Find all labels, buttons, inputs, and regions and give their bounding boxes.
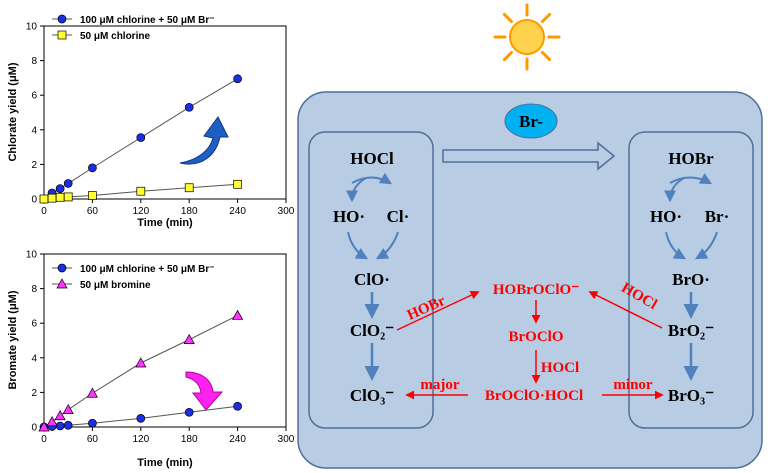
data-point (233, 179, 242, 189)
y-tick-label: 0 (31, 195, 37, 206)
broclo-hocl-label: BrOClO·HOCl (485, 388, 583, 404)
hocl-label: HOCl (350, 149, 394, 168)
plot-area (43, 25, 287, 200)
data-point (39, 194, 49, 204)
legend-marker-triangle (56, 278, 68, 289)
bromate-label: BrO₃⁻ (668, 386, 714, 405)
x-tick-label: 0 (41, 434, 47, 445)
bromate-chart: Bromate yield (μM) Time (min) 100 μM chl… (7, 250, 295, 470)
clo-radical-label: ClO· (354, 270, 390, 289)
legend: 100 μM chlorine + 50 μM Br⁻ 50 μM bromin… (52, 263, 215, 291)
data-point (47, 193, 57, 203)
ho-radical-label: HO· (650, 207, 682, 226)
data-point (88, 418, 97, 428)
x-tick-label: 240 (229, 206, 246, 217)
legend-marker-circle (57, 14, 67, 24)
legend-marker-circle (57, 263, 67, 273)
x-tick-label: 300 (278, 434, 295, 445)
data-point (86, 387, 98, 398)
data-point (55, 184, 65, 193)
data-point (184, 407, 194, 417)
x-tick-label: 120 (132, 434, 149, 445)
data-point (63, 192, 73, 202)
hollow-arrow-icon (442, 141, 616, 171)
legend-entry: 50 μM chlorine (80, 31, 150, 42)
x-tick-label: 120 (132, 206, 149, 217)
data-point (88, 191, 97, 200)
y-tick-label: 6 (31, 91, 37, 102)
minor-label: minor (613, 377, 653, 393)
sun-icon (493, 3, 561, 71)
data-point (136, 414, 146, 423)
scheme-panel (297, 91, 763, 469)
br-radical-label: Br· (705, 207, 730, 226)
x-tick-label: 0 (41, 206, 47, 217)
data-point (136, 133, 146, 142)
chlorine-pathway-box (308, 131, 434, 429)
chlorate-chart: Chlorate yield (μM) Time (min) 100 μM ch… (7, 14, 295, 229)
legend: 100 μM chlorine + 50 μM Br⁻ 50 μM chlori… (52, 14, 215, 42)
data-point (63, 179, 73, 188)
y-tick-label: 8 (31, 56, 37, 67)
y-tick-label: 2 (31, 388, 37, 399)
x-tick-label: 300 (278, 206, 295, 217)
major-label: major (420, 377, 459, 393)
legend-entry: 100 μM chlorine + 50 μM Br⁻ (80, 264, 215, 275)
chlorate-label: ClO₃⁻ (350, 386, 394, 405)
x-tick-label: 180 (181, 434, 198, 445)
data-point (62, 403, 74, 415)
data-point (136, 186, 146, 196)
x-axis-label: Time (min) (137, 457, 193, 469)
y-axis-label: Bromate yield (μM) (7, 290, 19, 389)
data-point (233, 74, 242, 84)
y-tick-label: 2 (31, 160, 37, 171)
data-point (88, 163, 97, 173)
y-tick-label: 0 (31, 423, 37, 434)
data-point (183, 333, 195, 344)
ho-radical-label: HO· (333, 207, 365, 226)
plot-area (43, 253, 287, 428)
data-point (54, 410, 66, 421)
y-tick-label: 4 (31, 125, 37, 136)
hobroclo-label: HOBrOClO⁻ (493, 282, 579, 298)
cl-radical-label: Cl· (387, 207, 410, 226)
data-point (184, 102, 194, 112)
bromine-pathway-box (628, 131, 754, 429)
data-point (38, 421, 50, 432)
data-point (135, 357, 147, 368)
legend-marker-square (57, 30, 67, 40)
x-tick-label: 60 (87, 434, 99, 445)
y-axis-label: Chlorate yield (μM) (7, 62, 19, 161)
bromide-badge (504, 103, 558, 139)
chlorite-label: ClO₂⁻ (350, 321, 394, 340)
y-tick-label: 8 (31, 284, 37, 295)
x-axis-label: Time (min) (137, 217, 193, 229)
down-arrow-icon (185, 371, 224, 411)
bromide-label: Br- (519, 112, 543, 131)
data-point (46, 416, 58, 427)
x-tick-label: 60 (87, 206, 99, 217)
charts-panel: Chlorate yield (μM) Time (min) 100 μM ch… (7, 14, 295, 470)
bro-radical-label: BrO· (672, 270, 710, 289)
y-tick-label: 4 (31, 353, 37, 364)
data-point (184, 183, 194, 193)
y-tick-label: 6 (31, 319, 37, 330)
data-point (233, 401, 242, 411)
data-point (232, 309, 244, 320)
legend-entry: 100 μM chlorine + 50 μM Br⁻ (80, 15, 215, 26)
broclo-label: BrOClO (509, 329, 564, 345)
x-tick-label: 240 (229, 434, 246, 445)
y-tick-label: 10 (26, 22, 38, 33)
bromite-label: BrO₂⁻ (668, 321, 714, 340)
y-tick-label: 10 (26, 250, 38, 261)
hobr-label: HOBr (668, 149, 714, 168)
legend-entry: 50 μM bromine (80, 280, 151, 291)
x-tick-label: 180 (181, 206, 198, 217)
data-point (63, 420, 73, 430)
data-point (55, 192, 65, 202)
up-arrow-icon (179, 116, 229, 165)
hocl-step-label: HOCl (541, 360, 579, 376)
